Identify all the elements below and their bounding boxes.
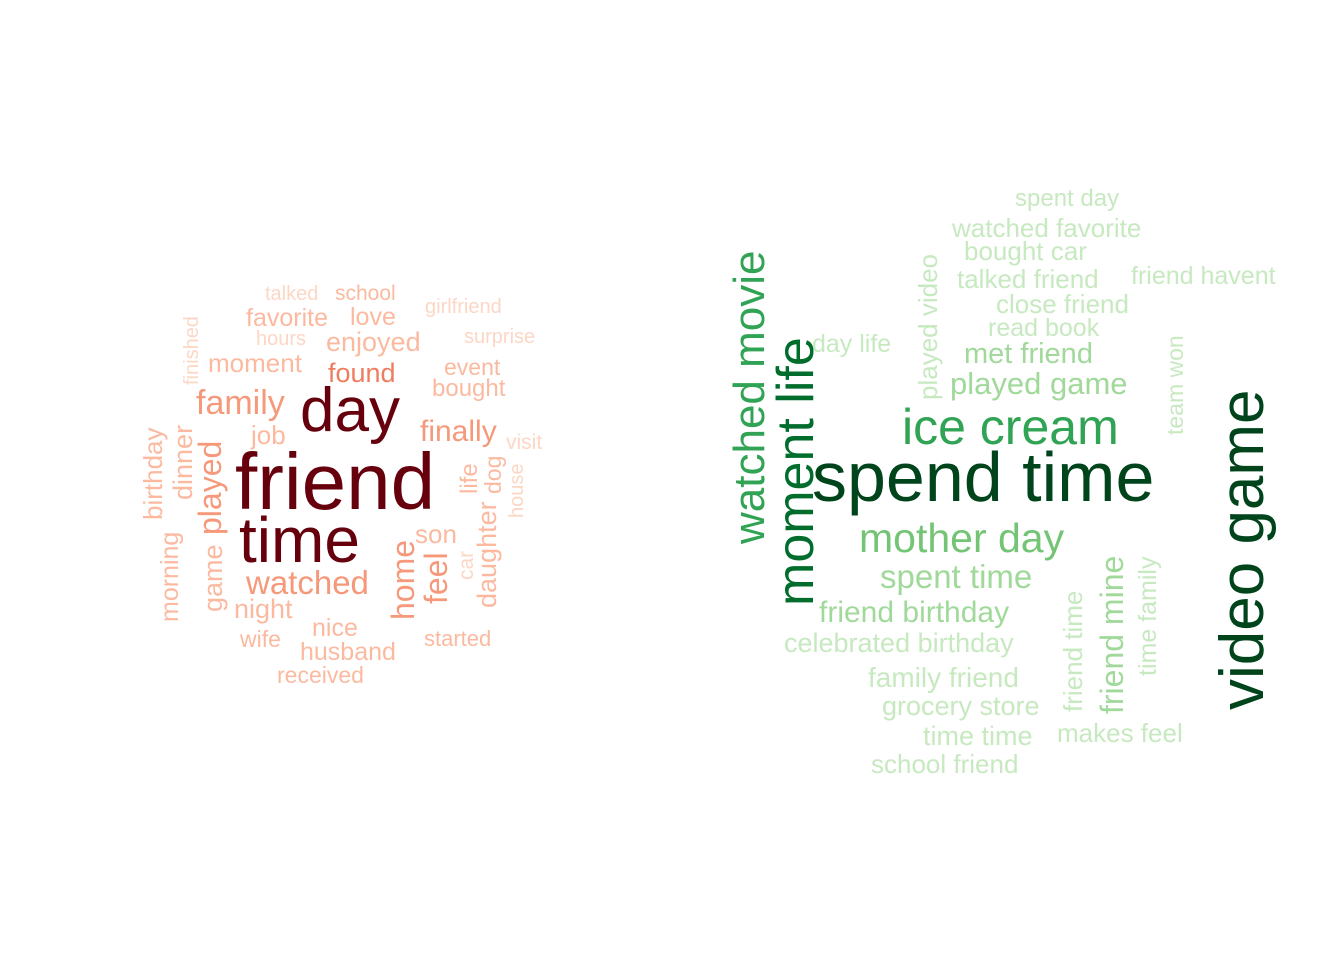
cloud-word: favorite <box>246 304 328 332</box>
cloud-word: surprise <box>464 326 536 348</box>
cloud-phrase: spent day <box>1015 185 1120 212</box>
cloud-word: school <box>335 282 396 305</box>
cloud-word: talked <box>265 283 319 305</box>
cloud-word: finished <box>181 316 203 385</box>
cloud-phrase: time time <box>923 721 1033 751</box>
cloud-word: life <box>456 463 483 494</box>
cloud-word: dog <box>480 455 506 494</box>
cloud-word: watched <box>246 564 369 601</box>
cloud-word: home <box>385 539 421 620</box>
cloud-word: visit <box>506 431 543 454</box>
cloud-phrase: bought car <box>964 236 1087 266</box>
cloud-word: daughter <box>472 501 502 608</box>
cloud-phrase: played game <box>950 366 1128 401</box>
cloud-word: bought <box>432 375 506 402</box>
cloud-phrase: celebrated birthday <box>784 628 1014 658</box>
cloud-word: night <box>234 594 293 624</box>
cloud-phrase: time family <box>1134 556 1162 676</box>
cloud-phrase: school friend <box>871 749 1019 779</box>
cloud-word: game <box>198 544 228 612</box>
cloud-phrase: mother day <box>859 515 1065 561</box>
cloud-phrase: talked friend <box>957 264 1099 294</box>
cloud-word: family <box>196 384 285 422</box>
cloud-word: played <box>192 440 228 535</box>
cloud-word: friend <box>235 437 436 526</box>
cloud-word: started <box>424 626 492 651</box>
cloud-word: love <box>350 303 396 331</box>
cloud-word: day <box>300 376 400 445</box>
cloud-word: house <box>506 463 528 519</box>
cloud-word: moment <box>208 348 302 378</box>
cloud-word: girlfriend <box>425 296 502 318</box>
cloud-word: morning <box>156 531 184 622</box>
cloud-word: finally <box>420 415 497 448</box>
cloud-phrase: played video <box>913 254 943 400</box>
cloud-word: birthday <box>138 427 168 521</box>
cloud-phrase: friend havent <box>1131 262 1276 290</box>
cloud-phrase: close friend <box>996 289 1129 319</box>
cloud-word: received <box>277 662 364 688</box>
cloud-phrase: ice cream <box>902 399 1119 455</box>
cloud-word: feel <box>418 552 454 604</box>
cloud-phrase: team won <box>1162 335 1188 435</box>
cloud-phrase: spent time <box>880 558 1033 595</box>
cloud-phrase: met friend <box>964 338 1093 370</box>
cloud-word: found <box>328 358 396 388</box>
cloud-phrase: video game <box>1208 389 1277 710</box>
cloud-phrase: makes feel <box>1057 718 1183 748</box>
cloud-phrase: friend birthday <box>819 596 1010 629</box>
cloud-phrase: watched favorite <box>952 213 1142 243</box>
cloud-phrase: spend time <box>812 438 1155 516</box>
cloud-word: nice <box>312 614 358 642</box>
cloud-word: enjoyed <box>326 327 421 357</box>
cloud-phrase: read book <box>988 314 1100 342</box>
cloud-word: husband <box>300 638 396 666</box>
cloud-word: time <box>239 504 360 576</box>
cloud-word: hours <box>256 328 307 350</box>
cloud-phrase: friend time <box>1058 590 1088 712</box>
cloud-word: event <box>444 354 501 380</box>
cloud-word: job <box>251 420 286 450</box>
cloud-phrase: day life <box>812 330 892 358</box>
cloud-phrase: friend mine <box>1094 555 1130 714</box>
cloud-phrase: watched movie <box>725 250 774 544</box>
cloud-word: wife <box>240 626 281 652</box>
cloud-phrase: grocery store <box>882 691 1040 721</box>
cloud-phrase: family friend <box>868 662 1019 693</box>
cloud-word: son <box>415 519 457 549</box>
